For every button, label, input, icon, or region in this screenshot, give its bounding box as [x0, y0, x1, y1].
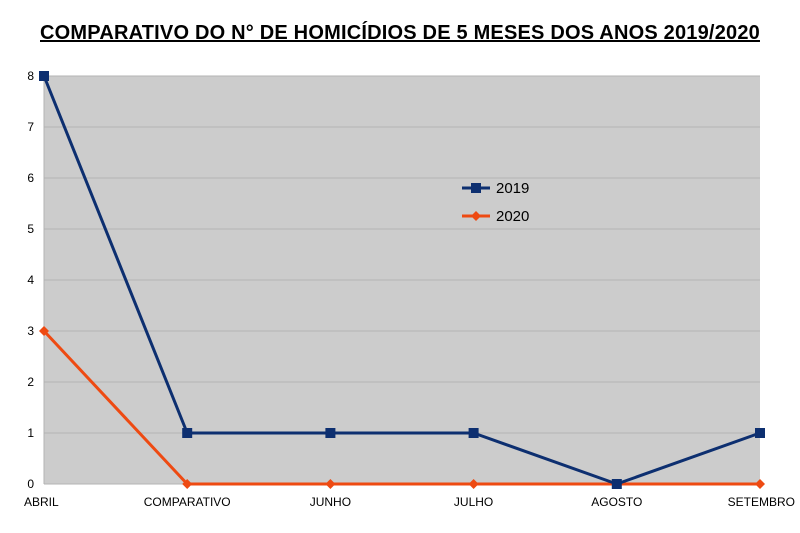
x-tick-label: AGOSTO	[591, 495, 642, 509]
data-point-2020	[755, 479, 765, 489]
y-tick-label: 3	[27, 324, 34, 338]
data-point-2019	[468, 428, 479, 438]
series-lines	[42, 75, 761, 486]
y-tick-label: 6	[27, 171, 34, 185]
data-point-2019	[182, 428, 193, 438]
data-point-2019	[39, 71, 49, 81]
y-tick-label: 7	[27, 120, 34, 134]
legend: 2019 2020	[462, 180, 529, 225]
x-tick-label: JULHO	[454, 495, 493, 509]
legend-item-2020: 2020	[462, 208, 529, 225]
data-point-2019	[325, 428, 336, 438]
chart-title: COMPARATIVO DO N° DE HOMICÍDIOS DE 5 MES…	[40, 22, 760, 44]
y-tick-label: 1	[27, 426, 34, 440]
y-tick-label: 2	[27, 375, 34, 389]
legend-item-2019: 2019	[462, 180, 529, 197]
data-point-2020	[182, 479, 193, 489]
y-tick-label: 0	[27, 477, 34, 491]
x-tick-label: SETEMBRO	[728, 495, 795, 509]
series-line-2020	[42, 329, 760, 486]
data-point-2020	[325, 479, 336, 489]
data-point-2019	[611, 479, 622, 489]
y-tick-label: 4	[27, 273, 34, 287]
y-tick-label: 5	[27, 222, 34, 236]
legend-marker	[471, 211, 481, 221]
data-point-2020	[468, 479, 479, 489]
y-tick-labels: 0 1 2 3 4 5 6 7 8	[27, 69, 34, 491]
legend-label: 2019	[496, 180, 529, 197]
series-markers	[39, 71, 765, 489]
x-tick-labels: ABRIL COMPARATIVO JUNHO JULHO AGOSTO SETEMBRO	[24, 495, 795, 509]
data-point-2020	[39, 326, 49, 336]
x-tick-label: ABRIL	[24, 495, 59, 509]
series-line-2019	[42, 75, 761, 486]
legend-label: 2020	[496, 208, 529, 225]
x-tick-label: COMPARATIVO	[144, 495, 231, 509]
legend-marker	[471, 183, 481, 193]
x-tick-label: JUNHO	[310, 495, 351, 509]
data-point-2019	[755, 428, 765, 438]
y-tick-label: 8	[27, 69, 34, 83]
